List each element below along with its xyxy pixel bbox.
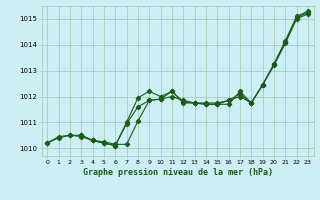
X-axis label: Graphe pression niveau de la mer (hPa): Graphe pression niveau de la mer (hPa) [83,168,273,177]
